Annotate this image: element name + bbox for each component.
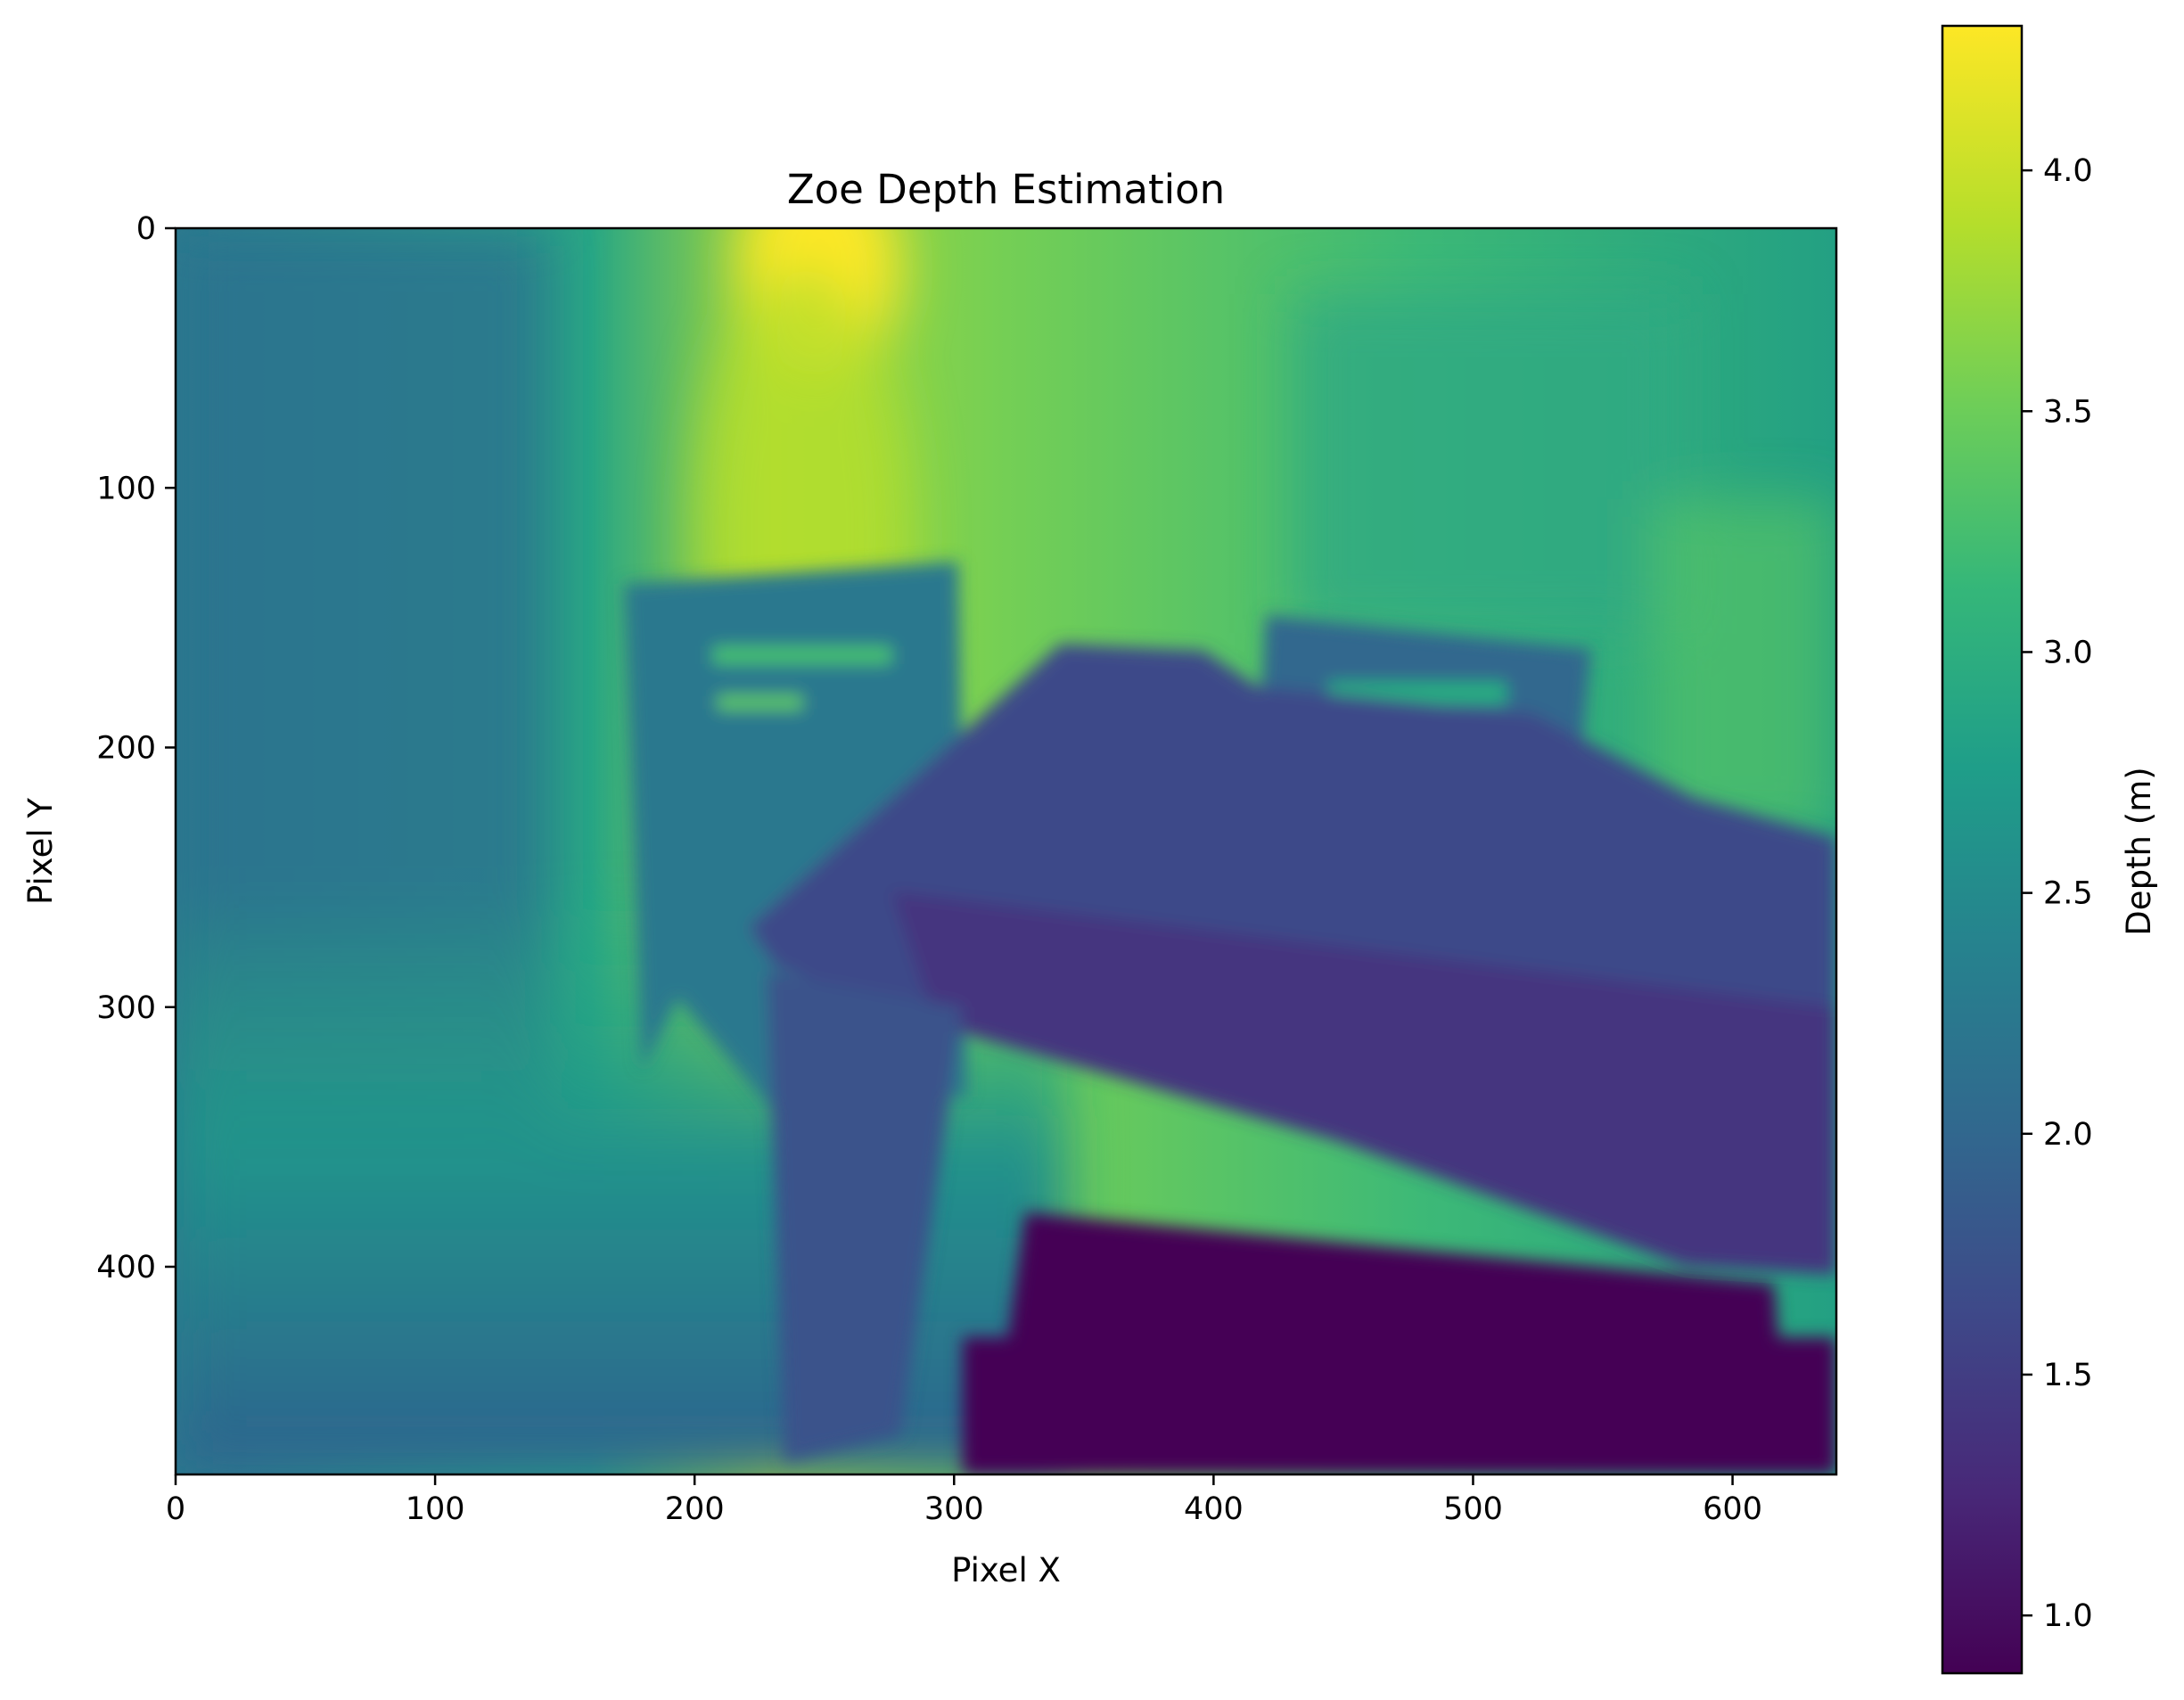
- x-tick-label: 300: [924, 1491, 984, 1527]
- y-tick-label: 200: [96, 731, 156, 767]
- colorbar-gradient: [1941, 24, 2024, 1675]
- y-tick-label: 400: [96, 1250, 156, 1285]
- x-axis-ticks: 0 100 200 300 400 500 600: [166, 1474, 1762, 1527]
- colorbar-tick-label: 4.0: [2043, 153, 2093, 189]
- colorbar-tick-label: 2.5: [2043, 876, 2093, 912]
- y-axis-ticks: 0 100 200 300 400: [96, 211, 176, 1285]
- y-tick-label: 300: [96, 990, 156, 1026]
- x-tick-label: 200: [665, 1491, 725, 1527]
- colorbar-tick-label: 3.5: [2043, 394, 2093, 430]
- y-tick-label: 100: [96, 471, 156, 506]
- colorbar-tick-label: 1.0: [2043, 1598, 2093, 1634]
- colorbar-tick-label: 1.5: [2043, 1358, 2093, 1393]
- x-tick-label: 0: [166, 1491, 185, 1527]
- colorbar-label: Depth (m): [2120, 767, 2158, 935]
- colorbar-tick-label: 2.0: [2043, 1117, 2093, 1153]
- colorbar: 1.0 1.5 2.0 2.5 3.0 3.5 4.0 Depth (m): [1941, 24, 2158, 1675]
- x-axis-label: Pixel X: [951, 1551, 1061, 1589]
- x-tick-label: 400: [1184, 1491, 1244, 1527]
- axes: 0 100 200 300 400 500 600 0 100 200 300 400: [96, 211, 1838, 1527]
- y-axis-label: Pixel Y: [21, 798, 60, 905]
- chart-title: Zoe Depth Estimation: [787, 166, 1225, 213]
- x-tick-label: 100: [406, 1491, 465, 1527]
- x-tick-label: 600: [1703, 1491, 1762, 1527]
- x-tick-label: 500: [1443, 1491, 1503, 1527]
- colorbar-ticks: 1.0 1.5 2.0 2.5 3.0 3.5 4.0: [2022, 153, 2093, 1634]
- plot-frame: [174, 226, 1838, 1476]
- depth-heatmap: [176, 228, 1836, 1474]
- colorbar-tick-label: 3.0: [2043, 635, 2093, 670]
- y-tick-label: 0: [136, 211, 156, 247]
